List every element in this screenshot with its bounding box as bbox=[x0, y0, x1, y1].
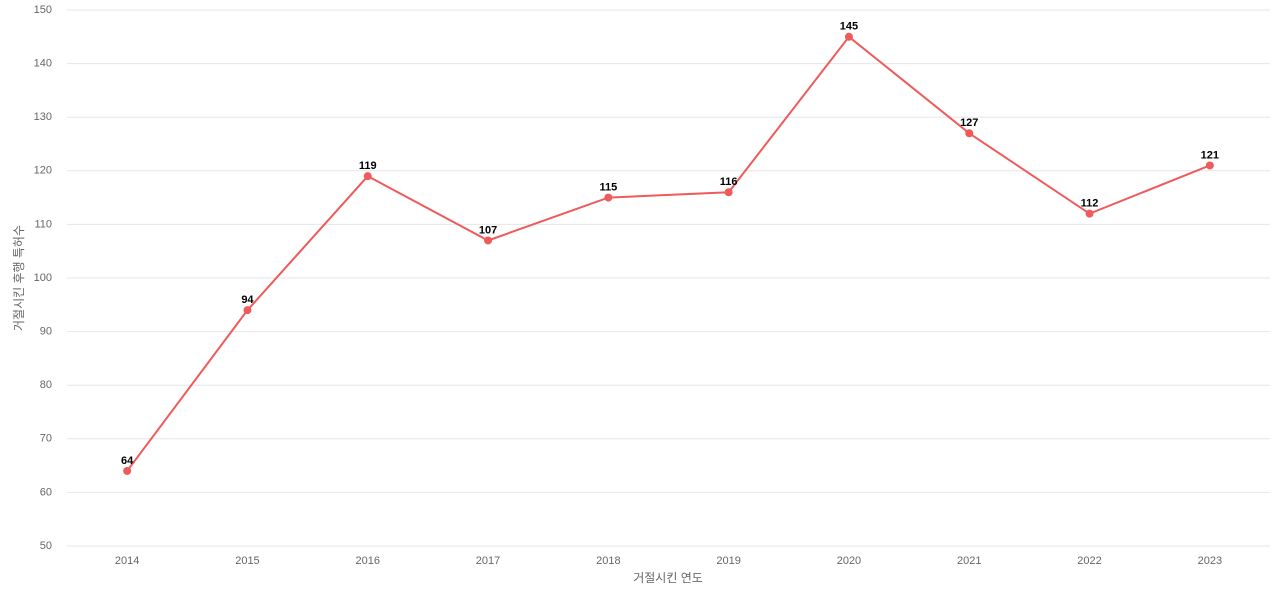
point bbox=[123, 466, 132, 475]
line bbox=[126, 35, 1211, 472]
point bbox=[844, 32, 853, 41]
value-label: 94 bbox=[241, 294, 254, 306]
y-tick-label: 50 bbox=[40, 540, 52, 552]
value-label: 116 bbox=[720, 176, 738, 188]
x-axis-label: 거절시킨 연도 bbox=[633, 571, 703, 585]
x-tick-label: 2018 bbox=[596, 555, 620, 567]
x-tick-label: 2020 bbox=[837, 555, 861, 567]
y-tick-label: 150 bbox=[34, 4, 52, 16]
value-label: 145 bbox=[840, 21, 858, 33]
y-tick-label: 70 bbox=[40, 433, 52, 445]
y-axis-label: 거절시킨 후행 특허수 bbox=[11, 225, 26, 331]
value-label: 119 bbox=[359, 160, 377, 172]
y-tick-label: 100 bbox=[34, 272, 52, 284]
y-tick-label: 130 bbox=[34, 111, 52, 123]
point bbox=[484, 236, 493, 245]
y-tick-label: 90 bbox=[40, 326, 52, 338]
point bbox=[363, 172, 372, 181]
point bbox=[1205, 161, 1214, 170]
y-tick-label: 120 bbox=[34, 165, 52, 177]
point bbox=[965, 129, 974, 138]
x-tick-label: 2022 bbox=[1077, 555, 1101, 567]
value-label: 112 bbox=[1081, 198, 1099, 210]
value-label: 107 bbox=[479, 224, 497, 236]
point bbox=[724, 188, 733, 197]
y-tick-label: 80 bbox=[40, 379, 52, 391]
x-tick-label: 2023 bbox=[1198, 555, 1222, 567]
y-tick-label: 60 bbox=[40, 486, 52, 498]
point bbox=[604, 193, 613, 202]
value-label: 121 bbox=[1201, 149, 1219, 161]
y-tick-label: 110 bbox=[34, 218, 52, 230]
x-tick-label: 2021 bbox=[957, 555, 981, 567]
x-tick-label: 2015 bbox=[235, 555, 259, 567]
point bbox=[1085, 209, 1094, 218]
value-label: 115 bbox=[599, 182, 617, 194]
x-tick-label: 2017 bbox=[476, 555, 500, 567]
y-tick-label: 140 bbox=[34, 58, 52, 70]
x-tick-label: 2016 bbox=[356, 555, 380, 567]
point bbox=[243, 306, 252, 315]
x-tick-label: 2014 bbox=[115, 555, 139, 567]
value-label: 127 bbox=[960, 117, 978, 129]
x-tick-label: 2019 bbox=[716, 555, 740, 567]
value-label: 64 bbox=[121, 455, 134, 467]
